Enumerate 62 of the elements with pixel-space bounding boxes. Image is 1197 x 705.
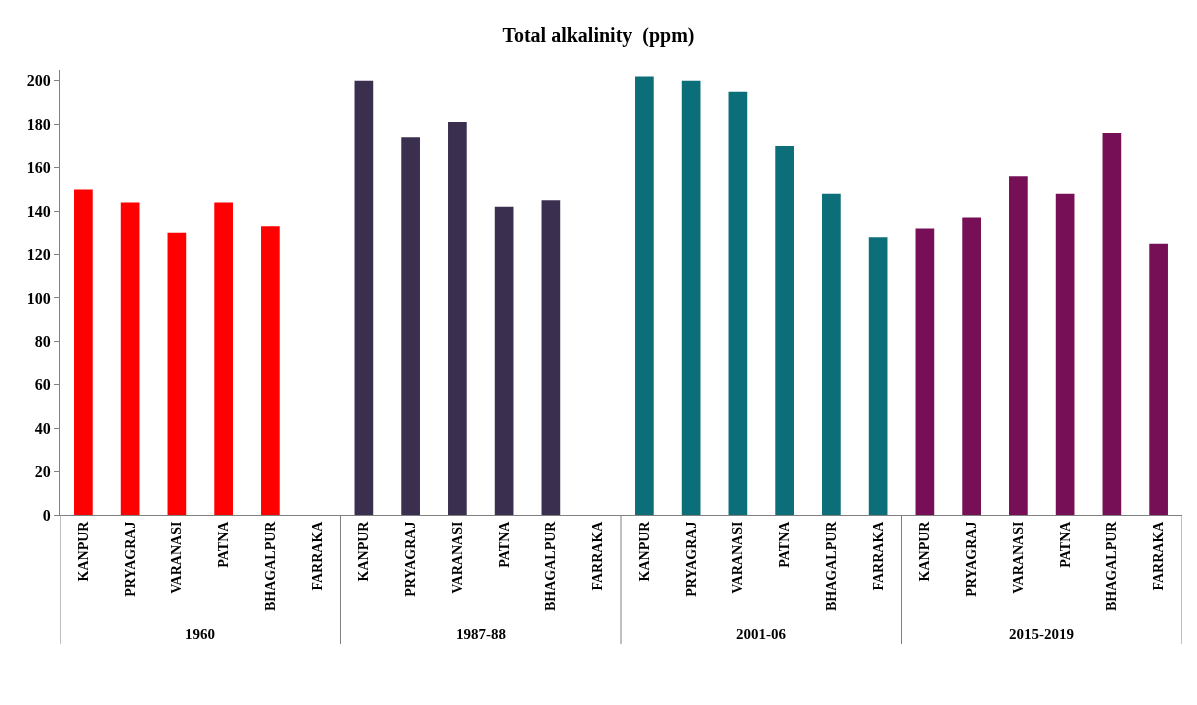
text: 2001-06 <box>736 626 787 642</box>
bar <box>167 232 187 515</box>
x-tick-label: PRYAGRAJ <box>122 521 138 597</box>
x-tick-label: KANPUR <box>75 520 91 582</box>
bar <box>214 202 233 515</box>
y-tick-label: 160 <box>26 159 51 177</box>
x-tick-label: PRYAGRAJ <box>403 521 419 597</box>
x-tick-label: VARANASI <box>1010 521 1026 594</box>
x-tick-label: FARRAKA <box>870 520 886 591</box>
bar <box>775 145 794 515</box>
bar <box>1009 176 1028 515</box>
bar <box>401 137 420 515</box>
x-tick-label: KANPUR <box>356 520 372 582</box>
x-tick-label: FARRAKA <box>309 520 325 591</box>
x-tick-label: FARRAKA <box>1151 520 1167 591</box>
bar <box>1102 132 1122 515</box>
y-tick-label: 120 <box>26 246 51 264</box>
bar <box>822 193 841 515</box>
x-tick-label: BHAGALPUR <box>543 520 559 612</box>
bar <box>354 80 374 515</box>
bar <box>541 200 561 515</box>
x-tick-label: VARANASI <box>169 521 185 594</box>
x-tick-label: VARANASI <box>730 521 746 594</box>
x-tick-label: BHAGALPUR <box>1104 520 1120 612</box>
bar <box>962 217 981 515</box>
bar <box>1149 243 1168 515</box>
x-tick-label: VARANASI <box>449 521 465 594</box>
x-tick-label: BHAGALPUR <box>262 520 278 612</box>
text: 1960 <box>185 626 215 642</box>
y-tick-label: 20 <box>34 463 51 481</box>
x-tick-label: PATNA <box>496 520 512 568</box>
x-tick-label: FARRAKA <box>590 520 606 591</box>
x-tick-label: KANPUR <box>917 520 933 582</box>
y-tick-label: 100 <box>26 289 51 307</box>
bar <box>261 226 280 515</box>
bar <box>448 122 467 515</box>
text: 1987-88 <box>456 626 506 642</box>
bar <box>494 206 514 515</box>
y-tick-label: 40 <box>34 419 51 437</box>
y-tick-label: 80 <box>34 332 51 350</box>
y-tick-label: 0 <box>42 506 51 524</box>
x-tick-label: PATNA <box>216 520 232 568</box>
bar <box>681 80 701 515</box>
bar <box>120 202 140 515</box>
chart-title: Total alkalinity (ppm) <box>502 24 695 48</box>
y-tick-label: 180 <box>26 115 51 133</box>
text: 2015-2019 <box>1009 626 1074 642</box>
x-tick-label: BHAGALPUR <box>823 520 839 612</box>
bar <box>728 91 748 515</box>
y-tick-label: 200 <box>26 72 51 90</box>
bar <box>868 237 888 515</box>
bar <box>915 228 935 515</box>
x-tick-label: PATNA <box>1057 520 1073 568</box>
bar <box>635 76 654 515</box>
x-tick-label: PATNA <box>777 520 793 568</box>
x-tick-label: PRYAGRAJ <box>683 521 699 597</box>
bar <box>1055 193 1075 515</box>
y-tick-label: 60 <box>34 376 51 394</box>
x-tick-label: PRYAGRAJ <box>964 521 980 597</box>
bar <box>74 189 93 515</box>
x-tick-label: KANPUR <box>636 520 652 582</box>
y-tick-label: 140 <box>26 202 51 220</box>
